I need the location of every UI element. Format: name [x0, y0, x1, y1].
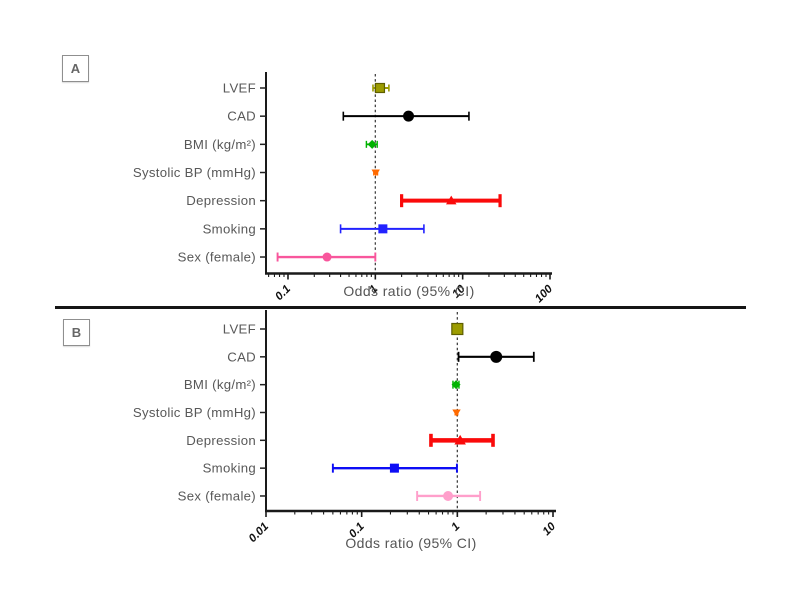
panel-a-label: A	[70, 61, 81, 76]
panel-a-category-label-bmi-kg-m: BMI (kg/m²)	[184, 137, 256, 152]
panel-a-marker-lvef	[374, 82, 386, 94]
panel-a-marker-bmi-kg-m	[367, 139, 377, 149]
panel-a-category-label-smoking: Smoking	[203, 221, 256, 236]
panel-b-marker-systolic-bp-mmhg	[452, 409, 461, 417]
panel-b-xaxis-title: Odds ratio (95% CI)	[345, 535, 477, 551]
panel-a-category-label-cad: CAD	[227, 109, 256, 124]
panel-b-marker-smoking	[389, 463, 399, 473]
panel-b-category-label-bmi-kg-m: BMI (kg/m²)	[184, 377, 256, 392]
panel-a-category-label-systolic-bp-mmhg: Systolic BP (mmHg)	[133, 165, 256, 180]
panel-b-marker-bmi-kg-m	[451, 380, 461, 390]
panel-a-category-label-depression: Depression	[186, 193, 256, 208]
panel-a-category-label-lvef: LVEF	[223, 81, 256, 96]
panel-a-marker-systolic-bp-mmhg	[371, 169, 380, 177]
panel-a-xaxis-title: Odds ratio (95% CI)	[343, 283, 475, 299]
panel-b-category-label-depression: Depression	[186, 433, 256, 448]
panel-b-category-label-cad: CAD	[227, 349, 256, 364]
panel-b-label: B	[71, 325, 82, 340]
panel-b-category-label-systolic-bp-mmhg: Systolic BP (mmHg)	[133, 405, 256, 420]
panel-b-category-label-lvef: LVEF	[223, 322, 256, 337]
panel-a-marker-depression	[445, 195, 457, 205]
panel-b-marker-depression	[454, 434, 466, 445]
panel-b-marker-lvef	[451, 322, 464, 336]
panel-b-category-label-smoking: Smoking	[203, 461, 256, 476]
panel-b-tick-label-1: 1	[449, 521, 462, 534]
panel-b-category-label-sex-female: Sex (female)	[178, 488, 256, 503]
panel-a-marker-smoking	[378, 224, 388, 234]
panel-a-marker-sex-female	[322, 252, 332, 262]
panel-a-label-box: A	[62, 55, 89, 82]
panel-b-marker-sex-female	[443, 490, 454, 501]
panel-a-category-label-sex-female: Sex (female)	[178, 250, 256, 265]
panel-b-marker-cad	[490, 350, 503, 363]
panel-divider	[55, 306, 746, 309]
panel-a-marker-cad	[403, 110, 415, 122]
panel-b-label-box: B	[63, 319, 90, 346]
